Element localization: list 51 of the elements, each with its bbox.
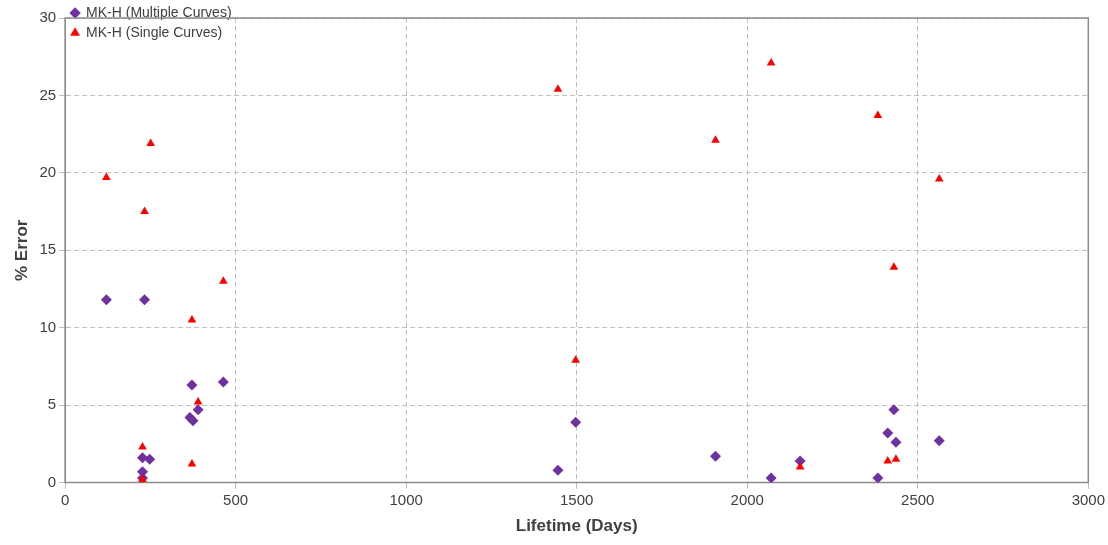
x-tick-label: 1500 [560,490,594,508]
legend-label: MK-H (Multiple Curves) [86,3,232,20]
x-tick-label: 2500 [901,490,935,508]
point [144,453,156,465]
y-tick-label: 10 [39,317,57,335]
x-tick-label: 0 [60,490,70,508]
point [552,464,564,476]
point [570,416,582,428]
x-axis-title: Lifetime (Days) [515,516,638,536]
point [146,138,156,146]
point [219,276,228,284]
point [187,459,197,467]
x-tick-label: 2000 [730,490,764,508]
point [139,294,151,306]
y-tick-label: 15 [39,240,57,258]
point [710,450,722,462]
point [187,314,197,323]
y-tick-label: 30 [39,8,57,26]
x-tick-label: 1000 [389,490,423,508]
point [765,472,777,483]
point [193,397,203,405]
point [192,404,204,416]
point [711,135,720,143]
point [890,436,902,448]
point [933,435,945,447]
point [766,57,776,66]
x-tick-label: 500 [223,490,249,508]
y-tick-label: 25 [39,85,57,103]
x-tick-label: 3000 [1071,490,1105,508]
point [571,355,581,363]
point [882,427,894,439]
point [186,379,198,391]
y-axis-title: % Error [11,219,31,282]
point [138,441,147,450]
y-tick-label: 0 [47,472,57,490]
point [795,462,805,470]
point [102,172,111,181]
point [888,404,900,416]
point [140,206,149,215]
point [873,110,883,119]
point [889,262,899,270]
legend-label: MK-H (Single Curves) [86,23,223,40]
point [217,376,229,388]
point [553,84,563,92]
y-tick-label: 20 [39,163,57,181]
point [934,174,944,182]
y-tick-label: 5 [47,395,57,413]
point [891,454,901,462]
point [883,455,893,464]
point [100,294,112,306]
point [872,472,884,483]
